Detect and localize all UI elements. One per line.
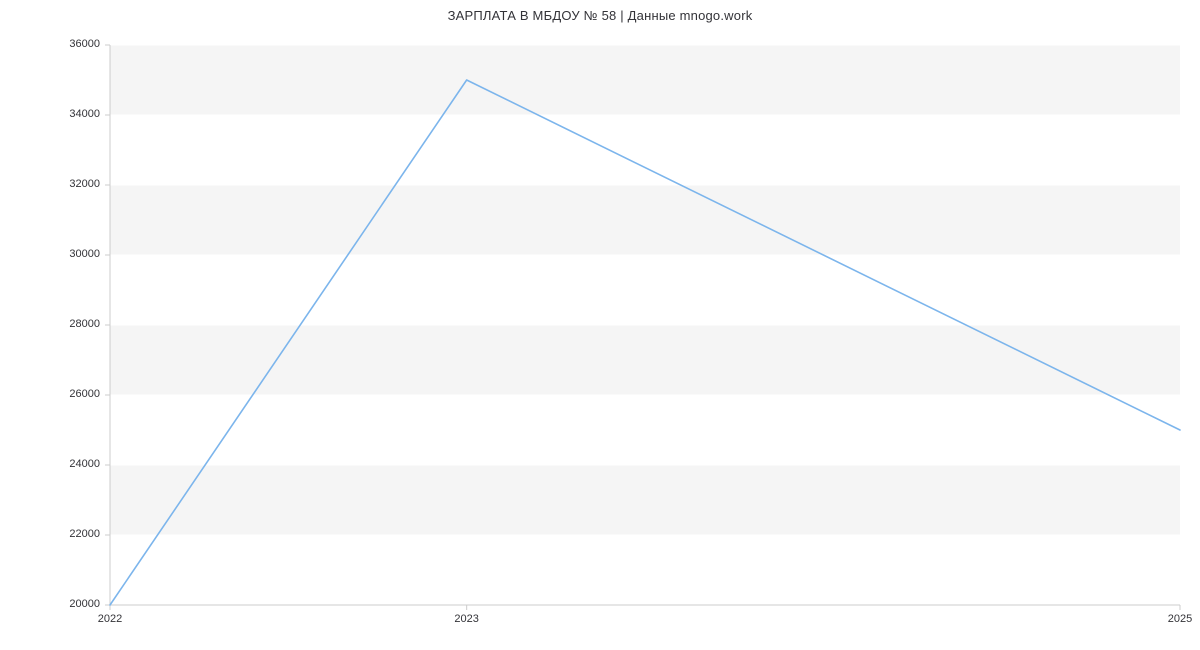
- y-tick-label: 28000: [50, 318, 100, 330]
- chart-container: { "chart": { "type": "line", "title": "З…: [0, 0, 1200, 650]
- y-tick-label: 20000: [50, 598, 100, 610]
- x-tick-label: 2023: [454, 613, 478, 625]
- y-tick-label: 22000: [50, 528, 100, 540]
- plot-band: [110, 325, 1180, 395]
- chart-svg: [0, 0, 1200, 650]
- y-tick-label: 24000: [50, 458, 100, 470]
- plot-band: [110, 465, 1180, 535]
- y-tick-label: 36000: [50, 38, 100, 50]
- x-tick-label: 2025: [1168, 613, 1192, 625]
- plot-band: [110, 45, 1180, 115]
- y-tick-label: 32000: [50, 178, 100, 190]
- plot-band: [110, 185, 1180, 255]
- y-tick-label: 34000: [50, 108, 100, 120]
- y-tick-label: 30000: [50, 248, 100, 260]
- x-tick-label: 2022: [98, 613, 122, 625]
- y-tick-label: 26000: [50, 388, 100, 400]
